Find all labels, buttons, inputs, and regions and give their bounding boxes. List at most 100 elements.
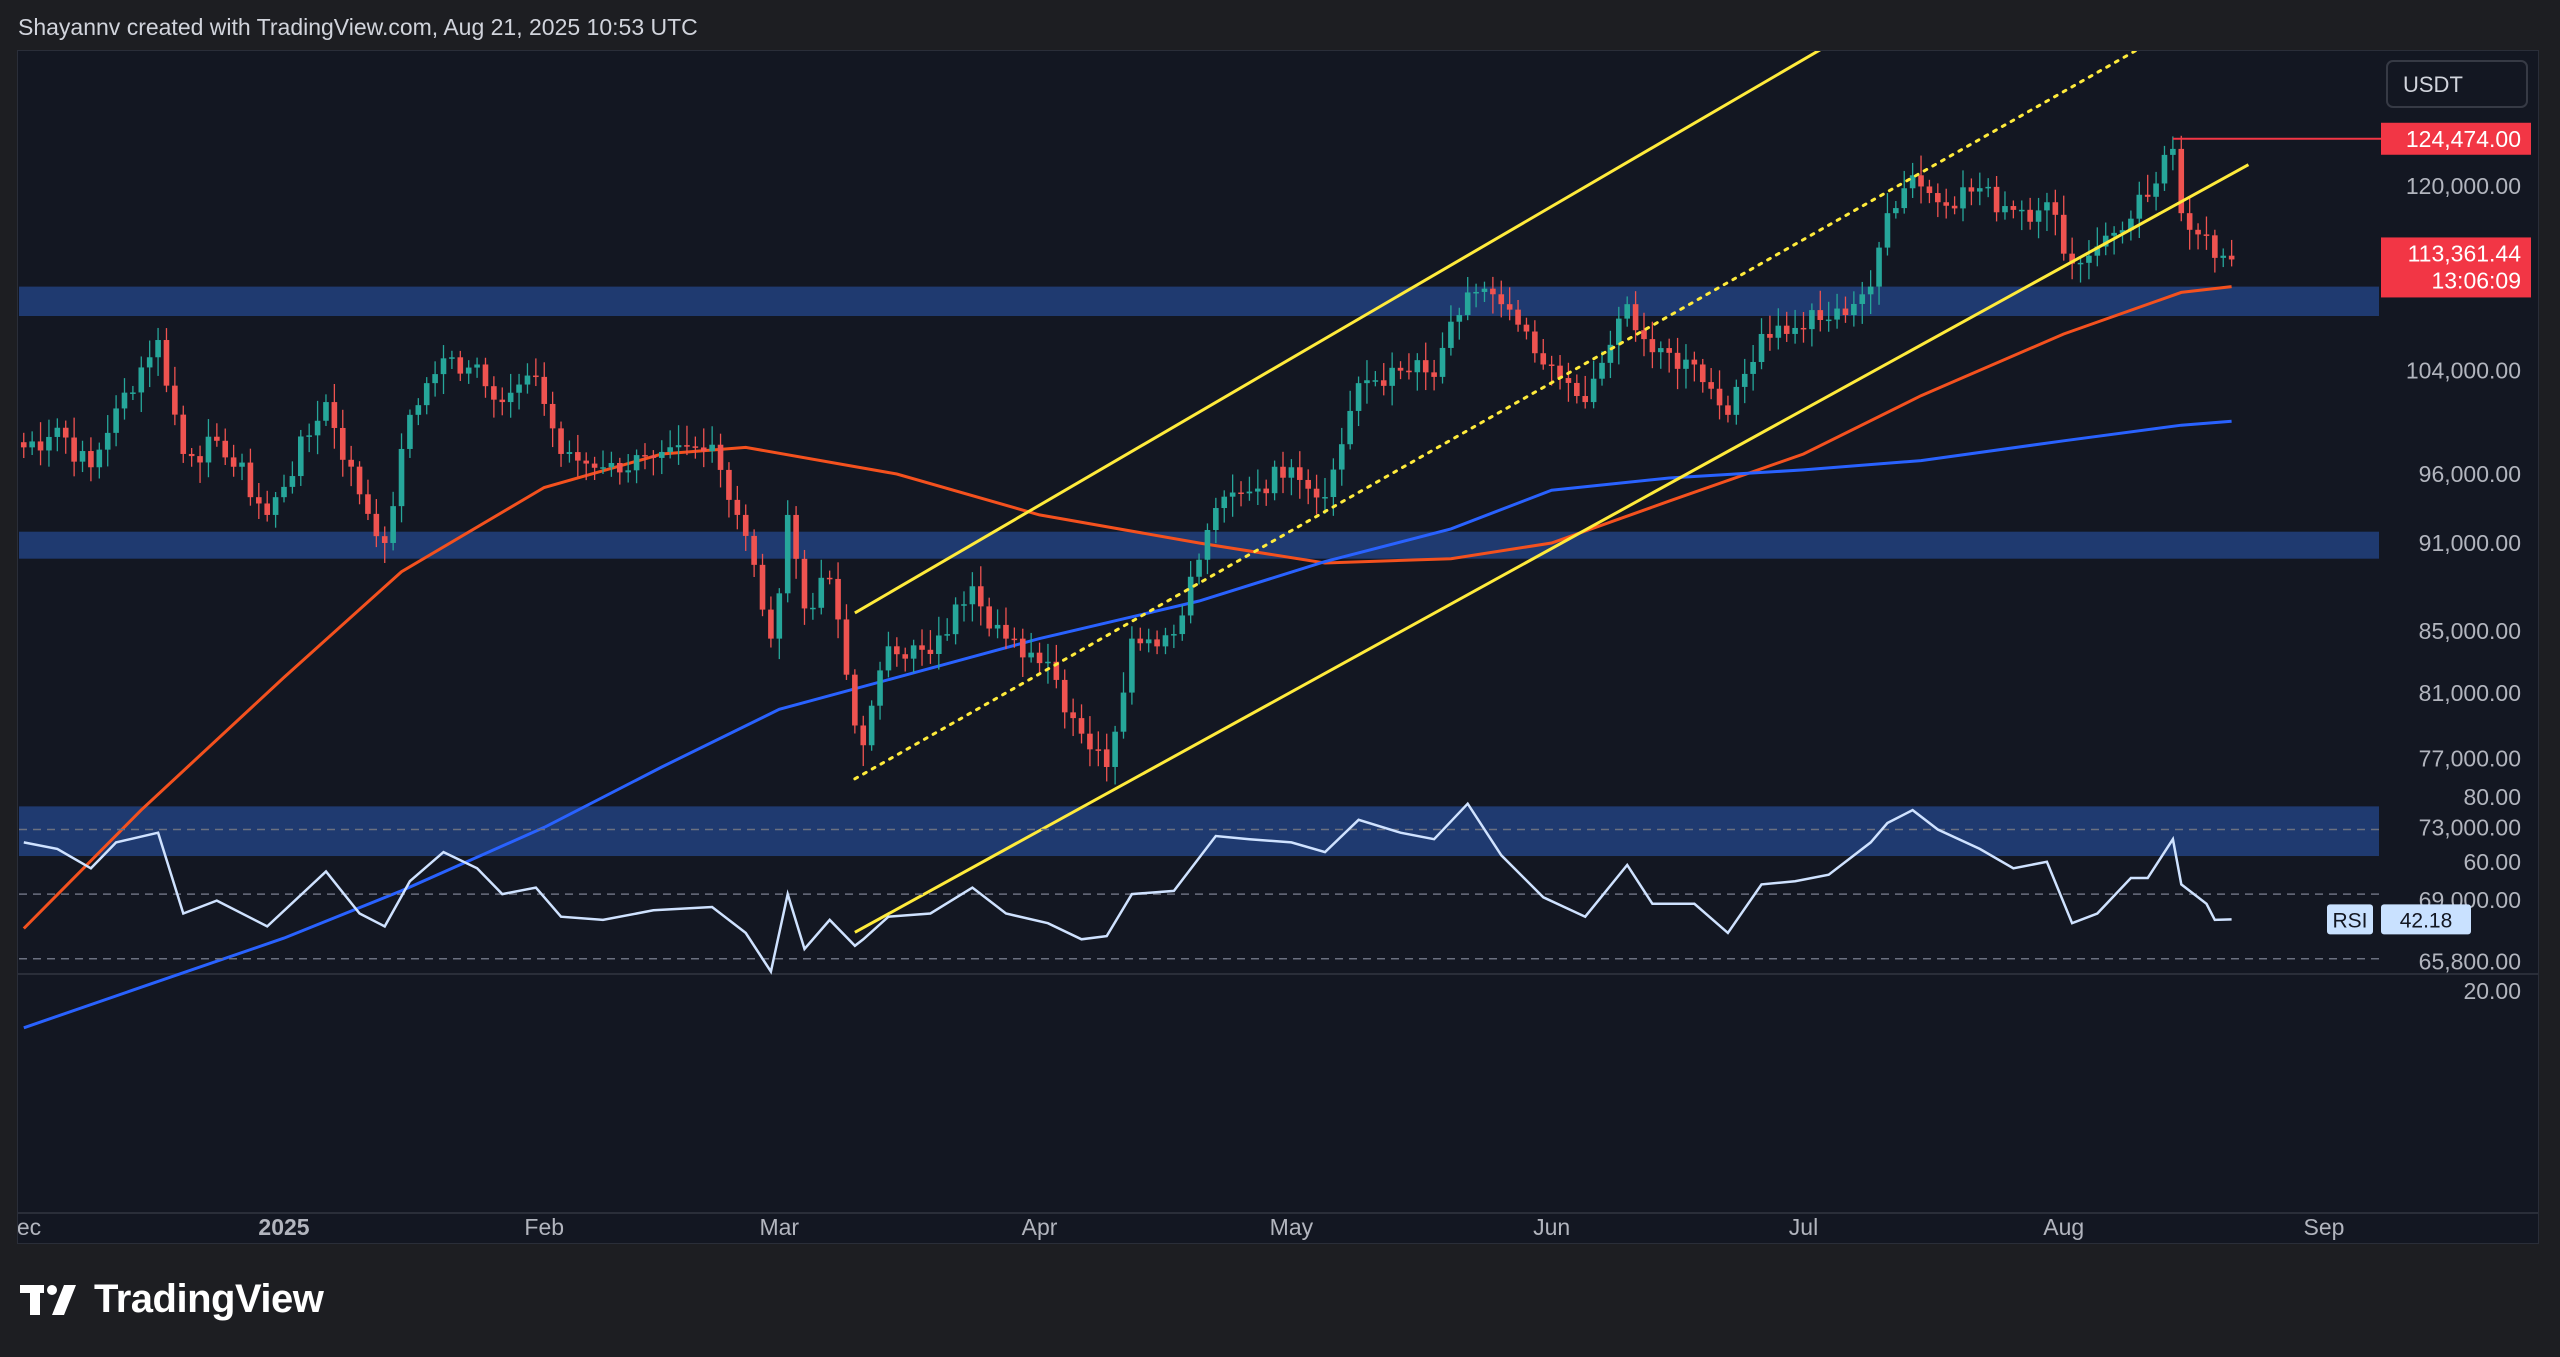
candle-body (1851, 303, 1857, 316)
price-tick-label: 81,000.00 (2419, 680, 2521, 706)
moving-average-blue (23, 419, 2232, 1030)
candle-body (1607, 344, 1614, 363)
brand-name: TradingView (94, 1277, 324, 1321)
candle-body (1624, 304, 1630, 319)
candle-body (1406, 370, 1412, 373)
candle-body (1876, 247, 1882, 287)
candle-body (1045, 661, 1051, 664)
candle-body (1397, 367, 1404, 371)
last-price-label: 113,361.44 (2408, 240, 2522, 266)
rsi-value-badge (2381, 904, 2471, 935)
candle-body (608, 462, 615, 468)
candle-body (449, 357, 455, 359)
countdown-label: 13:06:09 (2431, 267, 2521, 293)
candle-body (1935, 193, 1941, 203)
candle-body (1213, 508, 1219, 531)
candle-body (365, 494, 371, 514)
candle-body (507, 392, 514, 403)
candle-body (617, 462, 623, 473)
tradingview-logo-icon (20, 1284, 76, 1315)
time-tick-label: May (1270, 1214, 1314, 1240)
candle-body (457, 357, 464, 374)
candle-body (977, 586, 984, 607)
candle-body (1280, 466, 1286, 478)
candle-body (1741, 373, 1748, 387)
candle-body (2035, 210, 2042, 222)
candle-body (2086, 255, 2092, 263)
candle-body (37, 441, 44, 451)
candle-body (835, 578, 841, 620)
candle-body (1842, 308, 1849, 316)
candle-body (1649, 339, 1656, 353)
candle-body (1540, 353, 1547, 365)
candle-body (20, 442, 27, 448)
candle-body (1716, 388, 1723, 406)
time-tick-label: 2025 (258, 1214, 309, 1240)
pane-separators (18, 973, 2538, 1214)
candle-body (1632, 304, 1639, 331)
candle-body (2069, 253, 2075, 264)
candle-body (2144, 194, 2151, 197)
chart-canvas[interactable]: USDT 120,000.00 104,000.00 96,000.00 91,000.… (18, 51, 2538, 1243)
candle-body (2212, 235, 2218, 258)
candle-body (1305, 479, 1311, 489)
candlestick-series (20, 135, 2235, 785)
candle-body (1993, 186, 2000, 213)
candle-body (1918, 175, 1924, 187)
candle-body (2153, 183, 2159, 197)
candle-body (2186, 213, 2193, 230)
candle-body (1893, 208, 1899, 214)
candle-body (818, 577, 825, 608)
candle-body (952, 604, 959, 635)
candle-body (1364, 380, 1370, 384)
candle-body (407, 414, 413, 449)
candle-body (600, 467, 606, 469)
candle-body (1976, 188, 1983, 192)
candle-body (1229, 492, 1236, 497)
candle-body (801, 558, 808, 609)
candle-body (1498, 294, 1505, 305)
time-axis: ec 2025 Feb Mar Apr May Jun Jul Aug Sep (18, 1214, 2344, 1240)
moving-average-lines (22, 285, 2232, 1030)
price-tick-label: 104,000.00 (2406, 358, 2521, 384)
candle-body (2060, 214, 2067, 254)
candle-body (650, 455, 657, 458)
candle-body (104, 432, 111, 450)
channel-boundary (854, 163, 2250, 934)
candle-body (222, 440, 229, 458)
moving-average-orange (22, 285, 2232, 930)
chart-panel[interactable]: USDT 120,000.00 104,000.00 96,000.00 91,000.… (17, 50, 2539, 1244)
time-tick-label: Jul (1789, 1214, 1818, 1240)
candle-body (88, 451, 94, 468)
candle-body (533, 375, 539, 378)
price-tick-label: 120,000.00 (2406, 173, 2521, 199)
candle-body (113, 408, 119, 433)
candle-body (356, 466, 363, 495)
candle-body (1616, 318, 1622, 345)
candle-body (860, 725, 867, 746)
candle-body (675, 445, 682, 448)
candle-body (1867, 286, 1874, 295)
candle-body (1968, 187, 1975, 192)
candle-body (465, 367, 472, 374)
candle-body (2178, 148, 2185, 214)
candle-body (524, 375, 531, 385)
candle-body (667, 447, 673, 452)
candle-body (1162, 635, 1169, 647)
candle-body (1103, 749, 1110, 767)
candle-body (1196, 559, 1202, 577)
candle-body (1834, 308, 1840, 320)
candle-body (1767, 333, 1773, 338)
candle-body (566, 452, 573, 454)
high-price-badge (2381, 122, 2531, 155)
candle-body (868, 705, 875, 746)
price-tick-label: 96,000.00 (2419, 461, 2521, 487)
candle-body (71, 437, 77, 462)
currency-button[interactable] (2386, 60, 2528, 108)
candle-body (1028, 652, 1034, 658)
candle-body (2002, 206, 2008, 213)
price-tick-label: 91,000.00 (2419, 530, 2521, 556)
candle-body (1255, 488, 1261, 492)
candle-body (163, 340, 170, 386)
candle-body (381, 536, 388, 543)
